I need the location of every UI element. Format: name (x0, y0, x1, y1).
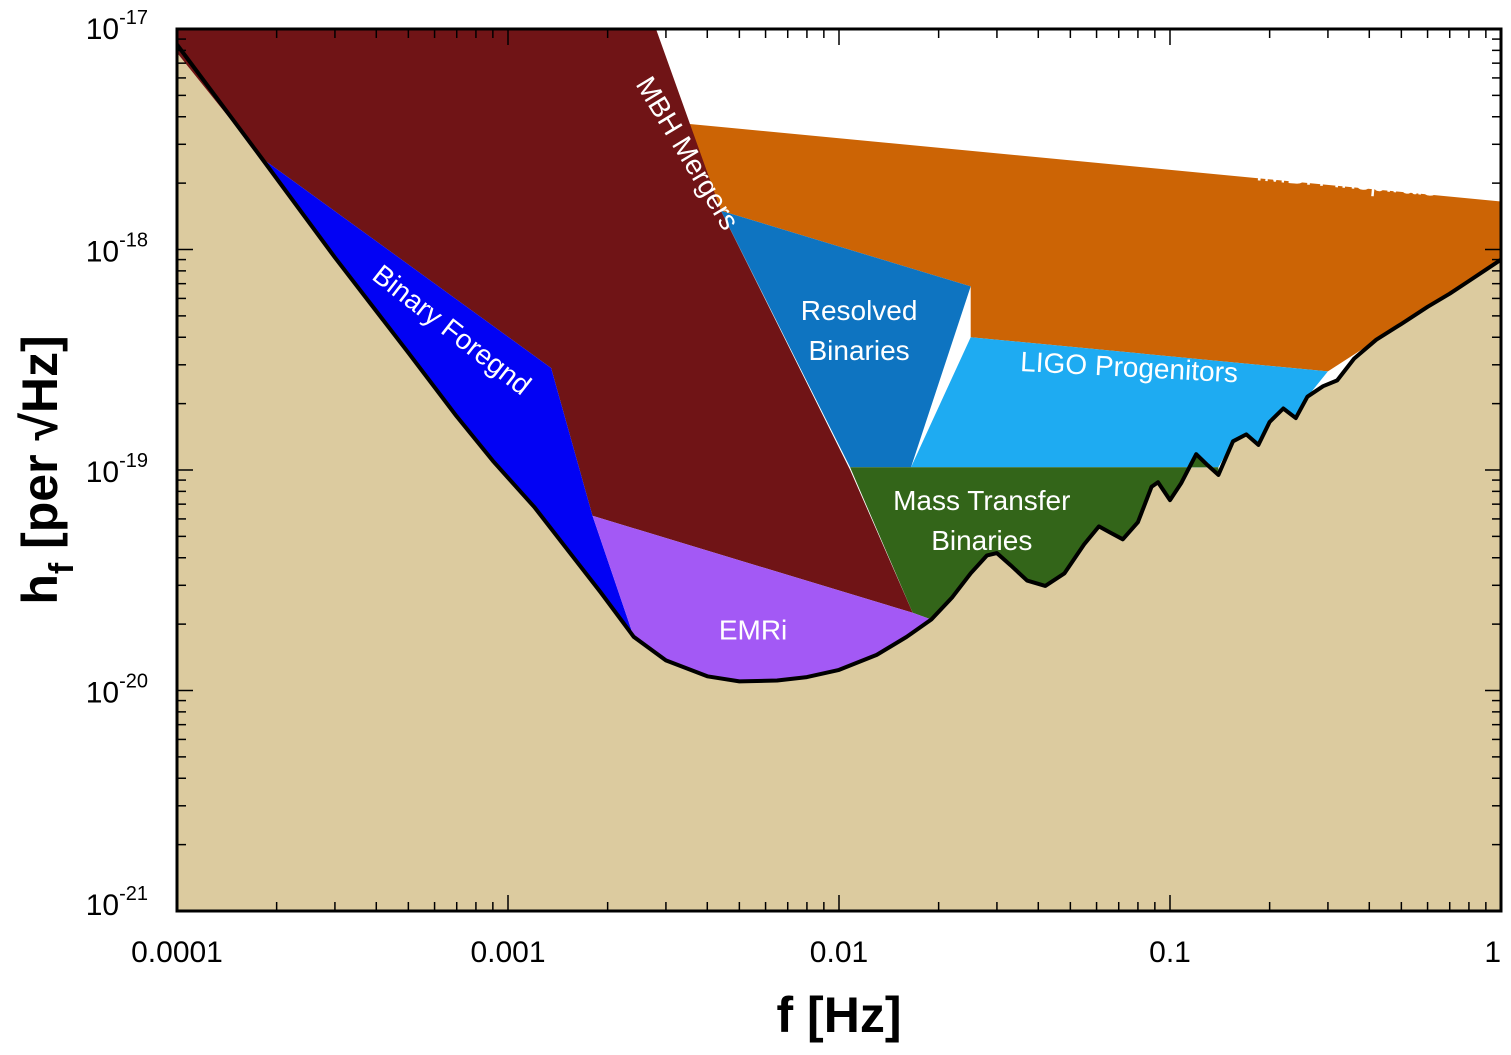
x-tick-label: 1 (1484, 936, 1501, 969)
region-resolved-binaries (721, 210, 971, 468)
y-tick-label: 10-18 (86, 230, 148, 269)
region-label-mass-transfer-binaries: Mass Transfer Binaries (893, 485, 1070, 556)
region-label-resolved-binaries: Resolved Binaries (801, 295, 918, 366)
y-tick-label: 10-17 (86, 7, 148, 46)
y-axis-title-sub: f (43, 562, 81, 574)
y-tick-label: 10-21 (86, 883, 148, 922)
y-axis-title-main: h (12, 574, 68, 605)
x-tick-label: 0.1 (1149, 936, 1191, 969)
y-axis-title: hf [per √Hz] (12, 335, 81, 604)
x-axis-title: f [Hz] (777, 987, 902, 1043)
y-tick-label: 10-19 (86, 450, 148, 489)
region-ligo-progenitors (911, 337, 1328, 468)
plot-frame (175, 27, 1503, 913)
region-imbh-inspirals (665, 121, 1501, 372)
region-emri (592, 515, 932, 682)
x-tick-label: 0.01 (810, 936, 868, 969)
x-tick-label: 0.001 (470, 936, 545, 969)
region-mass-transfer-binaries (850, 454, 1219, 620)
region-label-emri: EMRi (719, 615, 787, 646)
y-tick-label: 10-20 (86, 671, 148, 710)
x-tick-label: 0.0001 (131, 936, 223, 969)
region-mbh-mergers (177, 29, 913, 613)
region-binary-foregnd (261, 158, 634, 637)
sensitivity-fill (177, 44, 1501, 911)
y-axis-title-rest: [per √Hz] (12, 335, 68, 562)
sensitivity-curve (177, 43, 1501, 684)
